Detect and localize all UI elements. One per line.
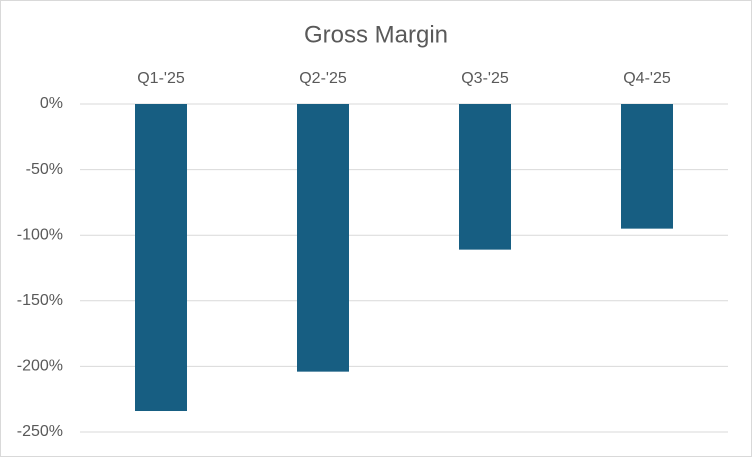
y-tick-label: -250% — [17, 423, 63, 440]
bar — [297, 104, 349, 372]
x-tick-label: Q1-'25 — [137, 70, 185, 87]
y-tick-label: 0% — [40, 95, 63, 112]
bar — [459, 104, 511, 250]
x-tick-label: Q2-'25 — [299, 70, 347, 87]
x-tick-label: Q4-'25 — [623, 70, 671, 87]
y-tick-label: -150% — [17, 292, 63, 309]
y-tick-label: -200% — [17, 358, 63, 375]
y-tick-label: -50% — [26, 161, 63, 178]
x-tick-label: Q3-'25 — [461, 70, 509, 87]
bar — [621, 104, 673, 229]
bar — [135, 104, 187, 412]
y-tick-label: -100% — [17, 226, 63, 243]
chart-title: Gross Margin — [304, 21, 448, 48]
